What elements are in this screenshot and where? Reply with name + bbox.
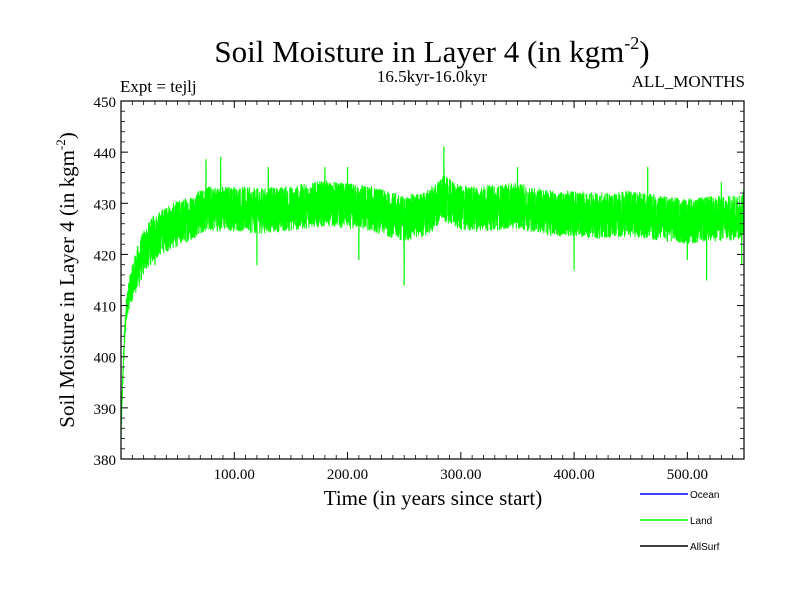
x-tick-label: 500.00: [667, 467, 708, 483]
y-tick-label: 390: [94, 402, 117, 418]
legend-label-allsurf: AllSurf: [690, 542, 720, 553]
y-tick-label: 440: [94, 146, 117, 162]
x-tick-label: 100.00: [214, 467, 255, 483]
chart-title: Soil Moisture in Layer 4 (in kgm-2): [214, 33, 649, 69]
legend-label-land: Land: [690, 516, 712, 527]
chart-title-main: Soil Moisture in Layer 4 (in kgm: [214, 34, 624, 69]
y-axis-label-superscript: -2: [53, 139, 68, 150]
y-tick-label: 400: [94, 351, 117, 367]
y-tick-label: 430: [94, 197, 117, 213]
experiment-label: Expt = tejlj: [120, 77, 197, 96]
plot-clip-group: [121, 146, 744, 439]
y-tick-label: 420: [94, 248, 117, 264]
series-line-land: [121, 146, 744, 439]
x-tick-label: 200.00: [327, 467, 368, 483]
chart-title-close: ): [639, 34, 649, 69]
y-tick-label: 410: [94, 300, 117, 316]
y-axis: 380 390 400 410 420 430 440 450: [94, 95, 744, 469]
y-axis-label-close: ): [55, 132, 79, 139]
months-label: ALL_MONTHS: [632, 72, 745, 91]
x-tick-label: 300.00: [440, 467, 481, 483]
legend: Ocean Land AllSurf: [640, 490, 720, 553]
x-tick-label: 400.00: [553, 467, 594, 483]
y-axis-label: Soil Moisture in Layer 4 (in kgm-2): [53, 132, 79, 427]
y-axis-label-main: Soil Moisture in Layer 4 (in kgm: [55, 150, 79, 428]
x-axis-label: Time (in years since start): [324, 486, 543, 510]
period-label: 16.5kyr-16.0kyr: [377, 67, 487, 86]
chart-title-superscript: -2: [624, 33, 639, 53]
plot-frame: [120, 100, 745, 460]
y-tick-label: 380: [94, 453, 117, 469]
x-axis: 100.00 200.00 300.00 400.00 500.00: [131, 101, 734, 483]
legend-label-ocean: Ocean: [690, 490, 719, 501]
y-tick-label: 450: [94, 95, 117, 111]
series-layer: [121, 146, 744, 439]
